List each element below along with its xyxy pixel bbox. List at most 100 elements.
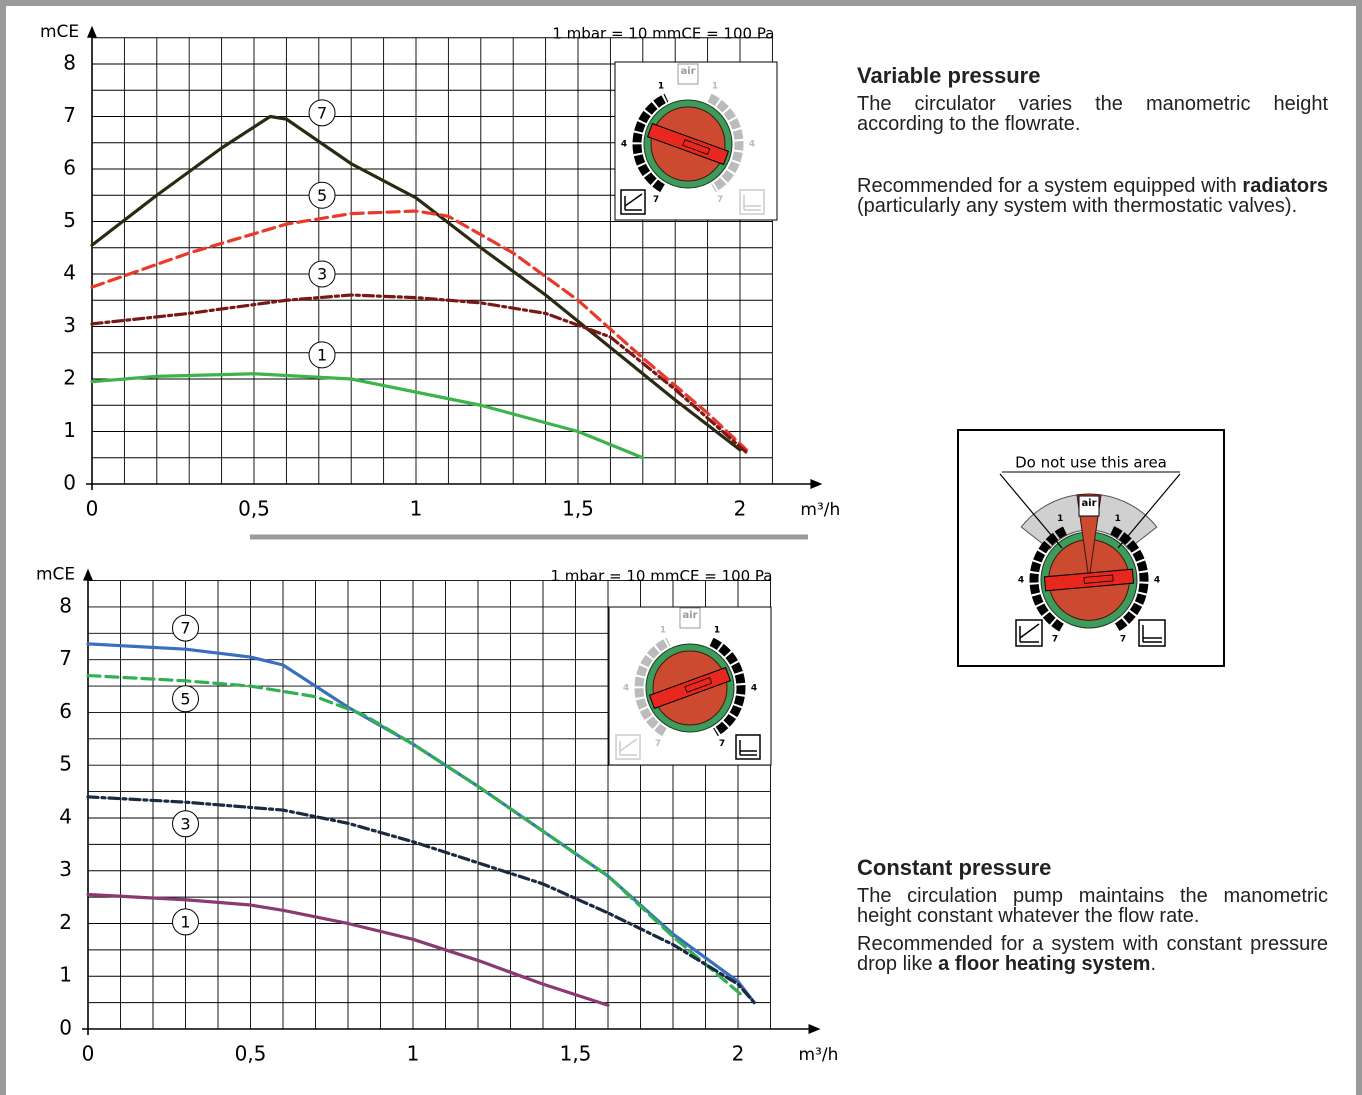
x-tick-label: 2 [732,1042,745,1066]
curve [90,293,749,455]
scale-mark: 4 [621,140,627,150]
mode-icon-glyph [624,193,643,211]
paragraph: Recommended for a system equipped with r… [857,176,1328,216]
x-tick-label: 1 [407,1042,420,1066]
y-tick-label: 3 [59,857,72,881]
curve [86,673,747,999]
paragraph: The circulator varies the manometric hei… [857,94,1328,134]
curve-label: 5 [317,186,327,205]
pointer-bar [1043,568,1135,592]
curve-label-circle [172,810,199,838]
curve-label: 3 [317,265,327,284]
curve-label: 5 [180,689,190,708]
y-axis-arrow [87,25,97,38]
scale-mark: 7 [655,739,661,749]
air-label: air [682,610,697,621]
scale-mark: 4 [749,140,755,150]
scale-arc [1029,526,1068,632]
y-tick-label: 5 [59,752,72,776]
air-label: air [680,66,695,77]
pointer-bar [646,122,730,166]
air-label: air [1081,498,1096,509]
scale-arc [707,93,744,193]
dial-pointer [648,666,732,710]
scale-mark: 7 [719,739,725,749]
mode-icon-glyph [739,740,757,756]
curve-label: 1 [317,345,327,364]
x-axis-label: m³/h [799,1045,839,1065]
scale-arc [632,93,669,193]
curve-label-circle [308,260,336,288]
y-tick-label: 4 [59,804,72,828]
y-tick-label: 6 [59,699,72,723]
air-box [677,63,699,85]
x-tick-label: 0,5 [235,1042,267,1066]
x-tick-label: 1,5 [562,497,594,521]
y-axis-label: mCE [40,22,79,42]
mode-icon-glyph [743,195,761,211]
air-box [679,607,701,629]
dial-pointer [646,122,730,166]
scale-arc [634,637,671,737]
pointer-slot [1083,574,1114,584]
warning-label: Do not use this area [1015,454,1167,472]
x-axis-arrow [808,1024,821,1034]
curve-label-circle [308,341,336,369]
warning-arrow [1117,473,1181,549]
y-tick-label: 4 [63,261,76,285]
pointer-slot [682,139,711,155]
y-axis-label: mCE [36,565,75,585]
curve-label-circle [308,181,336,209]
y-tick-label: 8 [63,51,76,75]
curve [90,209,749,452]
bold-text: a floor heating system [938,953,1151,975]
curve-label-circle [172,908,199,936]
section: Variable pressure The circulator varies t… [857,63,1328,217]
section-title: Constant pressure [857,855,1052,880]
curve [86,892,610,1007]
y-tick-label: 6 [63,156,76,180]
x-tick-label: 0 [86,497,99,521]
y-tick-label: 1 [59,963,72,987]
mode-icon-glyph [1019,623,1040,643]
pointer-bar [648,666,732,710]
curve [90,114,742,452]
chart-note: 1 mbar = 10 mmCE = 100 Pa [552,24,774,42]
scale-arc [709,637,746,737]
chart-note: 1 mbar = 10 mmCE = 100 Pa [550,567,772,585]
curve-label: 7 [180,619,190,638]
x-tick-label: 1,5 [560,1042,592,1066]
y-tick-label: 8 [59,593,72,617]
x-tick-label: 1 [410,497,423,521]
scale-mark: 1 [660,625,666,635]
paragraph: Recommended for a system with constant p… [857,934,1328,974]
x-tick-label: 0 [82,1042,95,1066]
scale-mark: 7 [1052,634,1058,644]
mode-icon-glyph [619,738,638,756]
curve-label-circle [172,685,199,713]
paragraph: The circulation pump maintains the manom… [857,886,1328,926]
x-tick-label: 2 [734,497,747,521]
curve-label: 7 [317,103,327,122]
x-tick-label: 0,5 [238,497,270,521]
section-title: Variable pressure [857,63,1041,88]
mode-icon-glyph [1142,625,1162,643]
y-tick-label: 5 [63,208,76,232]
x-axis-label: m³/h [800,500,840,520]
scale-mark: 1 [658,81,664,91]
scale-mark: 7 [717,195,723,205]
scale-mark: 1 [1115,514,1121,524]
y-tick-label: 2 [63,366,76,390]
curve-label: 1 [180,912,190,931]
text: Recommended for a system equipped with [857,175,1243,197]
curve-label-circle [308,99,336,127]
pointer-slot [684,677,713,693]
air-box [1078,495,1100,517]
warning-arrow [999,473,1063,549]
bold-text: radiators [1242,175,1328,197]
text: . [1150,953,1156,975]
dial-pointer [1043,568,1135,592]
